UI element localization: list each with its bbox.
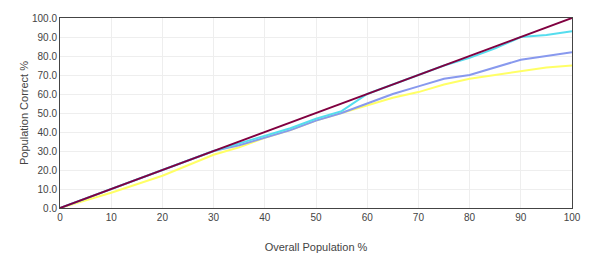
svg-text:30: 30 <box>208 212 220 223</box>
svg-text:Population Correct %: Population Correct % <box>18 61 30 165</box>
svg-text:10.0: 10.0 <box>38 184 58 195</box>
svg-text:Overall Population %: Overall Population % <box>265 241 368 253</box>
svg-text:0: 0 <box>57 212 63 223</box>
svg-text:40: 40 <box>259 212 271 223</box>
svg-text:60: 60 <box>362 212 374 223</box>
svg-text:0.0: 0.0 <box>43 203 57 214</box>
svg-text:80.0: 80.0 <box>38 51 58 62</box>
svg-text:20: 20 <box>157 212 169 223</box>
svg-text:20.0: 20.0 <box>38 165 58 176</box>
svg-text:80: 80 <box>464 212 476 223</box>
svg-text:50.0: 50.0 <box>38 108 58 119</box>
svg-text:90.0: 90.0 <box>38 32 58 43</box>
svg-text:90: 90 <box>515 212 527 223</box>
svg-text:70.0: 70.0 <box>38 70 58 81</box>
svg-text:40.0: 40.0 <box>38 127 58 138</box>
svg-text:10: 10 <box>106 212 118 223</box>
svg-text:70: 70 <box>413 212 425 223</box>
svg-text:100.0: 100.0 <box>32 13 57 24</box>
svg-text:50: 50 <box>310 212 322 223</box>
svg-text:60.0: 60.0 <box>38 89 58 100</box>
svg-text:100: 100 <box>564 212 581 223</box>
svg-text:30.0: 30.0 <box>38 146 58 157</box>
